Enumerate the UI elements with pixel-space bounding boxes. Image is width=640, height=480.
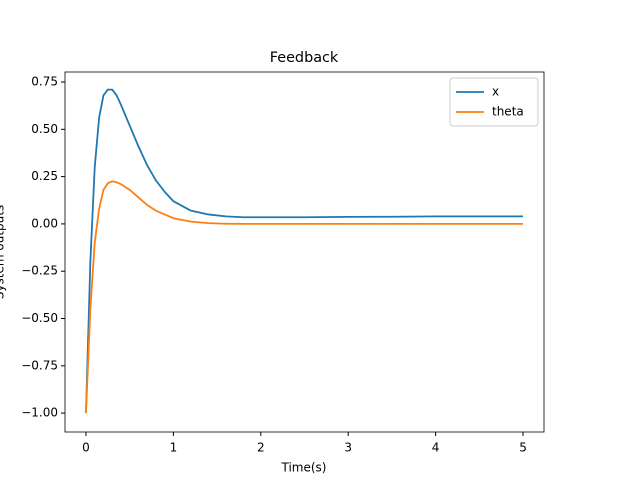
chart-title: Feedback <box>270 50 339 66</box>
x-tick-label: 5 <box>519 441 527 455</box>
line <box>85 180 524 414</box>
y-tick-label: −1.00 <box>21 406 58 420</box>
plot-frame <box>64 71 545 433</box>
y-tick-label: −0.25 <box>21 264 58 278</box>
x-tick-label: 3 <box>344 441 352 455</box>
y-tick-label: 0.25 <box>31 169 58 183</box>
legend-label: theta <box>492 105 524 119</box>
x-tick-label: 2 <box>257 441 265 455</box>
x-axis-label: Time(s) <box>281 461 327 475</box>
y-tick-label: 0.50 <box>31 122 58 136</box>
y-axis-label: System outputs <box>0 205 7 299</box>
legend-label: x <box>492 85 499 99</box>
x-tick-label: 0 <box>82 441 90 455</box>
legend-box <box>449 77 539 127</box>
x-tick-label: 4 <box>432 441 440 455</box>
x-tick-label: 1 <box>170 441 178 455</box>
y-tick-label: 0.00 <box>31 216 58 230</box>
y-tick-label: 0.75 <box>31 75 58 89</box>
line <box>85 88 524 414</box>
y-tick-label: −0.75 <box>21 358 58 372</box>
y-tick-label: −0.50 <box>21 311 58 325</box>
